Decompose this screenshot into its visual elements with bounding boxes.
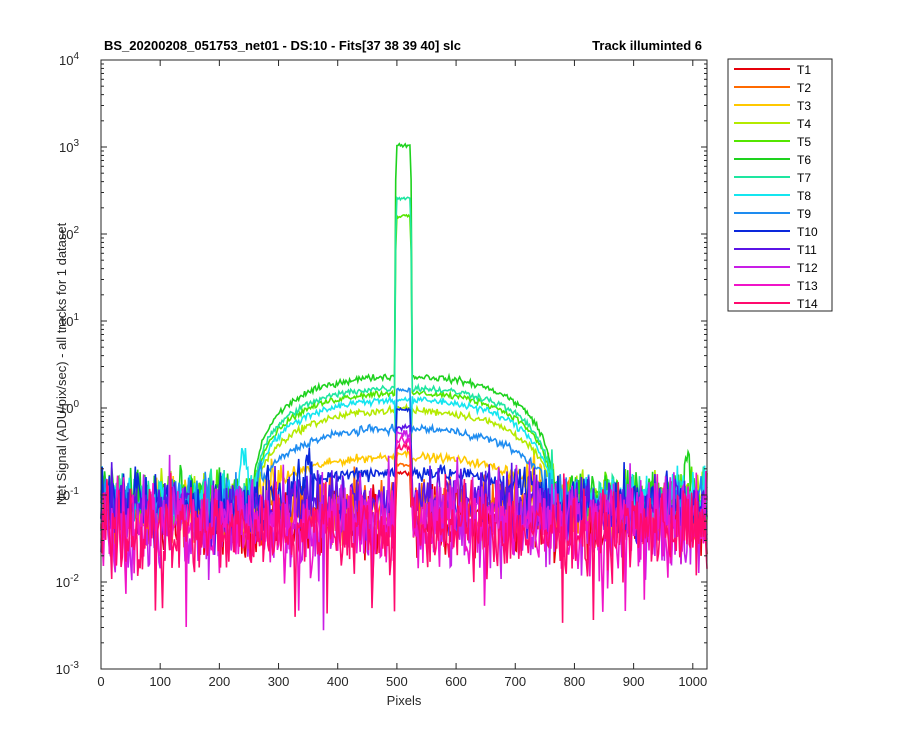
legend-label: T7: [797, 171, 811, 185]
legend-label: T2: [797, 81, 811, 95]
y-tick-base: 10: [56, 488, 70, 503]
chart-title-left: BS_20200208_051753_net01 - DS:10 - Fits[…: [104, 38, 461, 53]
y-tick-exponent: 3: [73, 138, 79, 149]
y-tick-label: 10-3: [56, 660, 80, 677]
series-layer: [100, 142, 708, 631]
y-tick-exponent: 2: [73, 225, 79, 236]
legend-box: [727, 58, 833, 312]
y-tick-label: 104: [59, 51, 79, 68]
x-tick-label: 600: [445, 674, 467, 689]
y-tick-base: 10: [56, 662, 70, 677]
x-axis-label: Pixels: [387, 693, 422, 708]
y-tick-label: 103: [59, 138, 79, 155]
series-line-t14: [100, 441, 708, 623]
legend-label: T14: [797, 297, 818, 311]
legend: T1 T2 T3 T4 T5 T6 T7 T8 T9 T10 T11 T12 T13 T14: [727, 58, 833, 312]
legend-label: T11: [797, 243, 817, 257]
y-tick-base: 10: [59, 140, 73, 155]
y-tick-base: 10: [59, 401, 73, 416]
plot-area: [101, 60, 707, 669]
axes-box: [100, 59, 708, 670]
x-tick-label: 100: [149, 674, 171, 689]
legend-label: T12: [797, 261, 818, 275]
legend-label: T5: [797, 135, 811, 149]
legend-label: T10: [797, 225, 818, 239]
y-tick-base: 10: [59, 314, 73, 329]
y-tick-exponent: -1: [70, 486, 79, 497]
y-tick-label: 100: [59, 399, 79, 416]
x-tick-label: 200: [209, 674, 231, 689]
y-tick-exponent: 4: [73, 51, 79, 62]
y-tick-base: 10: [56, 575, 70, 590]
y-tick-label: 10-2: [56, 573, 80, 590]
x-tick-label: 400: [327, 674, 349, 689]
legend-label: T13: [797, 279, 818, 293]
y-tick-label: 101: [59, 312, 79, 329]
y-tick-exponent: -2: [70, 573, 79, 584]
x-tick-label: 900: [623, 674, 645, 689]
x-tick-label: 1000: [678, 674, 707, 689]
y-tick-base: 10: [59, 227, 73, 242]
legend-label: T3: [797, 99, 811, 113]
x-tick-label: 300: [268, 674, 290, 689]
x-tick-label: 800: [564, 674, 586, 689]
x-tick-label: 700: [504, 674, 526, 689]
x-tick-label: 0: [97, 674, 104, 689]
y-axis-label: Net Signal (ADU/pix/sec) - all tracks fo…: [54, 222, 69, 505]
y-tick-label: 10-1: [56, 486, 80, 503]
chart-title-right: Track illuminted 6: [592, 38, 702, 53]
y-tick-exponent: 0: [73, 399, 79, 410]
legend-label: T9: [797, 207, 811, 221]
legend-label: T4: [797, 117, 811, 131]
series-line-t13: [100, 434, 708, 628]
y-tick-exponent: 1: [73, 312, 79, 323]
legend-label: T6: [797, 153, 811, 167]
legend-label: T1: [797, 63, 811, 77]
x-tick-label: 500: [386, 674, 408, 689]
y-tick-base: 10: [59, 53, 73, 68]
y-tick-exponent: -3: [70, 660, 79, 671]
ticks-layer: 0 100 200 300 400 500 600 700 800 900 100010-310-2…: [56, 51, 708, 689]
y-tick-label: 102: [59, 225, 79, 242]
legend-label: T8: [797, 189, 811, 203]
